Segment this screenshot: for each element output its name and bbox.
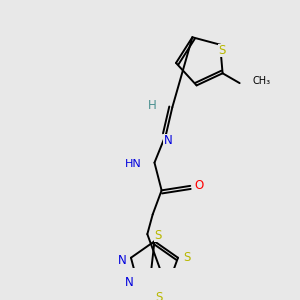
Text: H: H <box>148 99 157 112</box>
Text: S: S <box>183 251 190 264</box>
Text: N: N <box>164 134 172 147</box>
Text: N: N <box>118 254 126 267</box>
Text: HN: HN <box>125 159 142 170</box>
Text: O: O <box>194 179 204 192</box>
Text: CH₃: CH₃ <box>252 76 270 86</box>
Text: S: S <box>218 44 226 56</box>
Text: N: N <box>125 276 134 289</box>
Text: S: S <box>155 291 163 300</box>
Text: S: S <box>154 230 162 242</box>
